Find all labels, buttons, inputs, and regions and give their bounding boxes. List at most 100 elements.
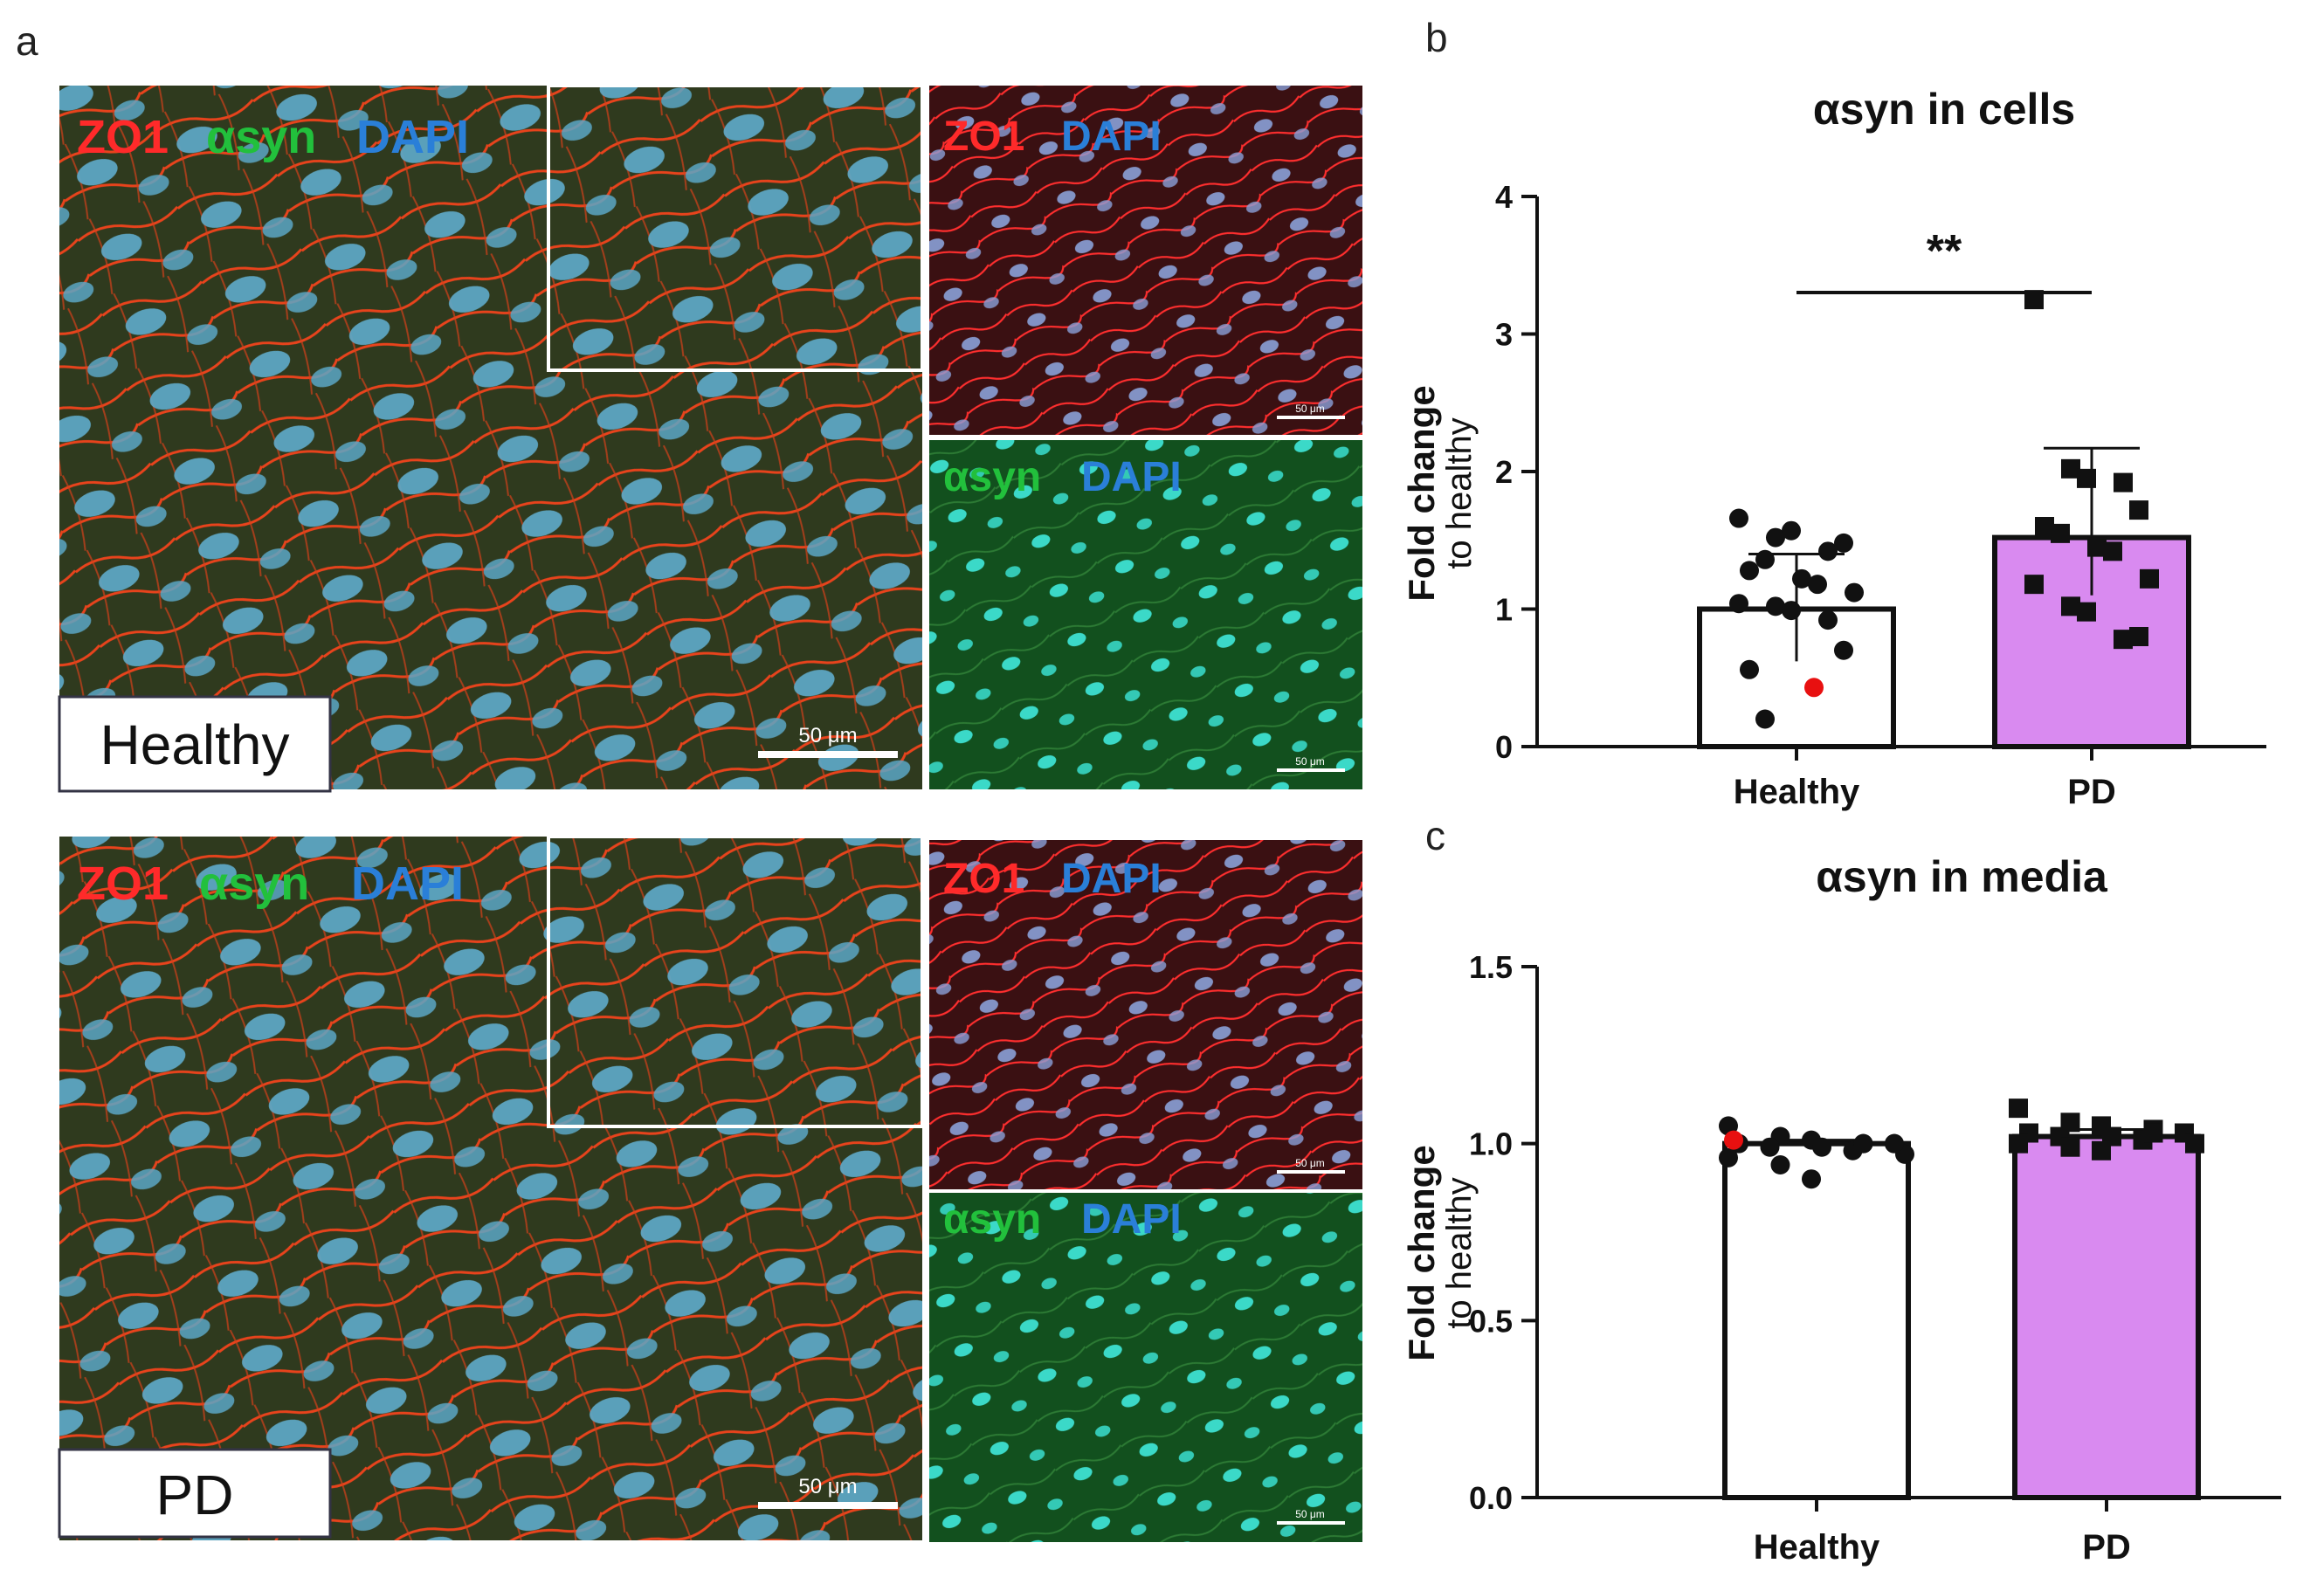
data-point-pd	[2129, 627, 2148, 646]
channel-label-asyn: αsyn	[943, 454, 1041, 500]
data-point-pd	[2061, 458, 2080, 479]
data-point-pd	[2114, 630, 2133, 650]
data-point-pd	[2009, 1133, 2028, 1154]
data-point-pd	[2024, 575, 2044, 595]
data-point-pd	[2077, 602, 2096, 622]
x-tick-label: Healthy	[1734, 773, 1860, 811]
data-point-pd	[2061, 596, 2080, 616]
data-point-healthy	[1729, 594, 1748, 614]
data-point-healthy	[1760, 1137, 1780, 1157]
data-point-pd	[2185, 1133, 2204, 1154]
data-point-pd	[2143, 1123, 2163, 1143]
y-tick-label: 1.5	[1469, 949, 1513, 985]
y-tick-label: 4	[1495, 179, 1513, 215]
y-tick-label: 0.0	[1469, 1480, 1513, 1516]
data-point-healthy	[1812, 1137, 1831, 1157]
scale-bar-label: 50 μm	[1295, 1157, 1325, 1169]
y-tick-label: 2	[1495, 454, 1513, 490]
scale-bar-label: 50 μm	[1295, 1508, 1325, 1520]
channel-label-dapi: DAPI	[1061, 856, 1162, 902]
channel-label-dapi: DAPI	[1061, 114, 1162, 160]
data-point-healthy	[1834, 640, 1853, 660]
channel-label-dapi: DAPI	[356, 111, 469, 163]
data-point-healthy	[1755, 549, 1775, 569]
panel-letter-b: b	[1425, 15, 1448, 60]
data-point-healthy	[1818, 610, 1838, 630]
scale-bar-label: 50 μm	[1295, 755, 1325, 768]
channel-label-asyn: αsyn	[206, 111, 316, 163]
x-tick-label: PD	[2067, 773, 2116, 811]
data-point-pd	[2092, 1140, 2111, 1161]
data-point-pd	[2140, 568, 2159, 589]
y-axis-label-line1: Fold change	[1401, 1145, 1442, 1360]
panel-letter-c: c	[1425, 813, 1445, 858]
scale-bar: 50 μm	[758, 1475, 898, 1509]
condition-label: Healthy	[100, 713, 290, 776]
data-point-pd	[2077, 468, 2096, 488]
data-point-healthy	[1766, 527, 1785, 548]
data-point-pd	[2103, 541, 2122, 561]
channel-label-dapi: DAPI	[351, 857, 464, 910]
condition-box-pd: PD	[58, 1448, 332, 1539]
healthy-zo1-dapi-image: ZO1 DAPI 50 μm	[929, 86, 1362, 435]
data-point-pd	[2024, 290, 2044, 310]
healthy-asyn-dapi-image: αsyn DAPI 50 μm	[929, 440, 1362, 789]
channel-label-dapi: DAPI	[1081, 454, 1182, 500]
condition-box-healthy: Healthy	[58, 695, 332, 793]
data-point-highlight	[1724, 1130, 1743, 1150]
channel-label-zo1: ZO1	[943, 114, 1024, 160]
x-tick-label: PD	[2082, 1528, 2131, 1567]
data-point-healthy	[1782, 601, 1801, 621]
significance-label: **	[1927, 226, 1962, 277]
data-point-pd	[2129, 500, 2148, 520]
x-tick-label: Healthy	[1754, 1528, 1880, 1567]
data-point-pd	[2035, 517, 2054, 536]
channel-label-zo1: ZO1	[77, 857, 169, 910]
pd-zo1-dapi-image: ZO1 DAPI 50 μm	[929, 840, 1362, 1189]
microscopy-panel: ZO1 αsyn DAPI Healthy 50 μm ZO1 DAPI 50 …	[58, 84, 1362, 1542]
y-tick-label: 1	[1495, 592, 1513, 628]
data-point-pd	[2051, 523, 2070, 543]
data-point-healthy	[1792, 568, 1811, 589]
data-point-healthy	[1766, 596, 1785, 616]
panel-letter-a: a	[16, 18, 38, 64]
data-point-healthy	[1834, 533, 1853, 553]
data-point-pd	[2087, 537, 2107, 557]
data-point-healthy	[1802, 1169, 1821, 1189]
data-point-healthy	[1885, 1133, 1904, 1154]
bar-pd	[2012, 1133, 2201, 1500]
y-tick-label: 3	[1495, 317, 1513, 353]
data-point-healthy	[1808, 575, 1827, 595]
scale-bar-label: 50 μm	[798, 1475, 857, 1498]
data-point-highlight	[1804, 678, 1824, 698]
channel-label-asyn: αsyn	[199, 857, 309, 910]
y-tick-label: 1.0	[1469, 1126, 1513, 1162]
pd-merged-image: ZO1 αsyn DAPI PD 50 μm	[58, 835, 924, 1540]
channel-label-zo1: ZO1	[943, 856, 1024, 902]
chart-title: αsyn in media	[1816, 852, 2108, 901]
bar-healthy	[1722, 1140, 1911, 1500]
y-tick-label: 0.5	[1469, 1303, 1513, 1339]
data-point-healthy	[1818, 541, 1838, 561]
data-point-healthy	[1770, 1154, 1790, 1174]
channel-label-asyn: αsyn	[943, 1196, 1041, 1243]
chart-title: αsyn in cells	[1813, 85, 2075, 134]
scale-bar-label: 50 μm	[798, 724, 857, 747]
y-axis-label-line1: Fold change	[1401, 385, 1442, 601]
data-point-healthy	[1782, 520, 1801, 541]
data-point-healthy	[1729, 508, 1748, 528]
data-point-pd	[2114, 472, 2133, 492]
scale-bar: 50 μm	[758, 724, 898, 758]
data-point-healthy	[1755, 709, 1775, 729]
channel-label-zo1: ZO1	[77, 111, 169, 163]
data-point-healthy	[1740, 659, 1759, 679]
data-point-healthy	[1719, 1147, 1738, 1167]
channel-label-dapi: DAPI	[1081, 1196, 1182, 1243]
data-point-healthy	[1853, 1133, 1873, 1154]
y-axis-label-line2: to healthy	[1440, 1177, 1479, 1328]
data-point-pd	[2060, 1137, 2080, 1157]
data-point-healthy	[1845, 582, 1864, 603]
